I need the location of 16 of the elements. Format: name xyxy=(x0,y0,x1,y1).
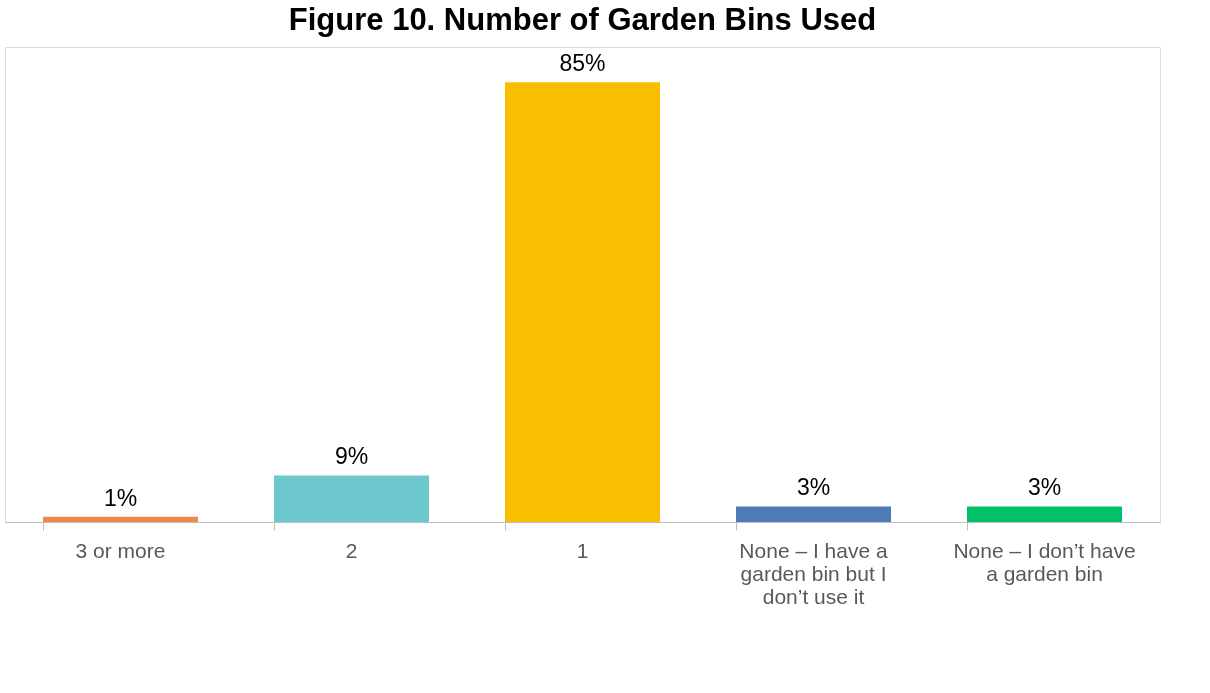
bar xyxy=(505,82,660,522)
x-tick-label: 3 or more xyxy=(75,538,166,562)
data-label: 85% xyxy=(559,50,606,77)
data-label: 3% xyxy=(1027,474,1062,501)
data-label: 1% xyxy=(103,484,138,511)
x-tick-label: 1 xyxy=(576,538,589,562)
x-tick-label: 2 xyxy=(345,538,358,562)
bar xyxy=(43,516,198,522)
data-label: 9% xyxy=(334,443,369,470)
x-tick-label: None – I don’t have a garden bin xyxy=(953,538,1136,585)
bar xyxy=(967,506,1122,522)
data-label: 3% xyxy=(796,474,831,501)
x-tick-label: None – I have a garden bin but I don’t use it xyxy=(739,538,888,608)
bar xyxy=(274,475,429,522)
bar xyxy=(736,506,891,522)
chart-title: Figure 10. Number of Garden Bins Used xyxy=(288,2,877,37)
